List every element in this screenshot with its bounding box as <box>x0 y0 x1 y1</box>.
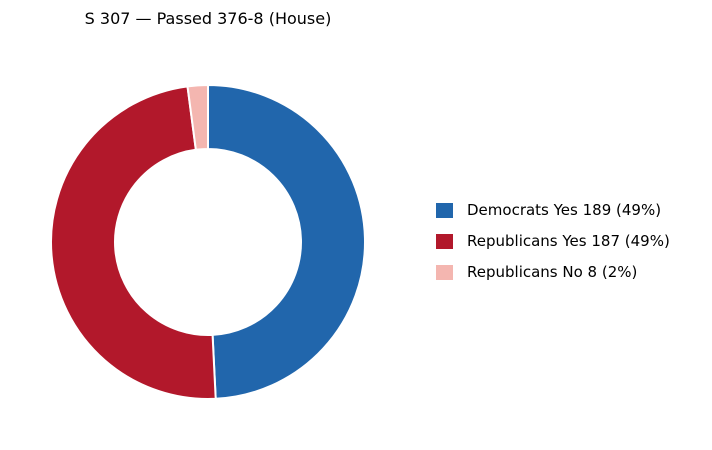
legend-label-republicans-no: Republicans No 8 (2%) <box>467 263 637 281</box>
legend: Democrats Yes 189 (49%) Republicans Yes 1… <box>436 201 670 281</box>
legend-label-democrats-yes: Democrats Yes 189 (49%) <box>467 201 661 219</box>
donut-slices <box>50 83 366 400</box>
donut-slice-republicans-no <box>186 83 209 151</box>
legend-swatch-republicans-yes <box>436 234 453 249</box>
legend-label-republicans-yes: Republicans Yes 187 (49%) <box>467 232 670 250</box>
chart-title: S 307 — Passed 376-8 (House) <box>85 9 332 28</box>
legend-swatch-republicans-no <box>436 265 453 280</box>
legend-swatch-democrats-yes <box>436 203 453 218</box>
donut-slice-democrats-yes <box>207 83 366 400</box>
donut-slice-republicans-yes <box>50 85 217 400</box>
